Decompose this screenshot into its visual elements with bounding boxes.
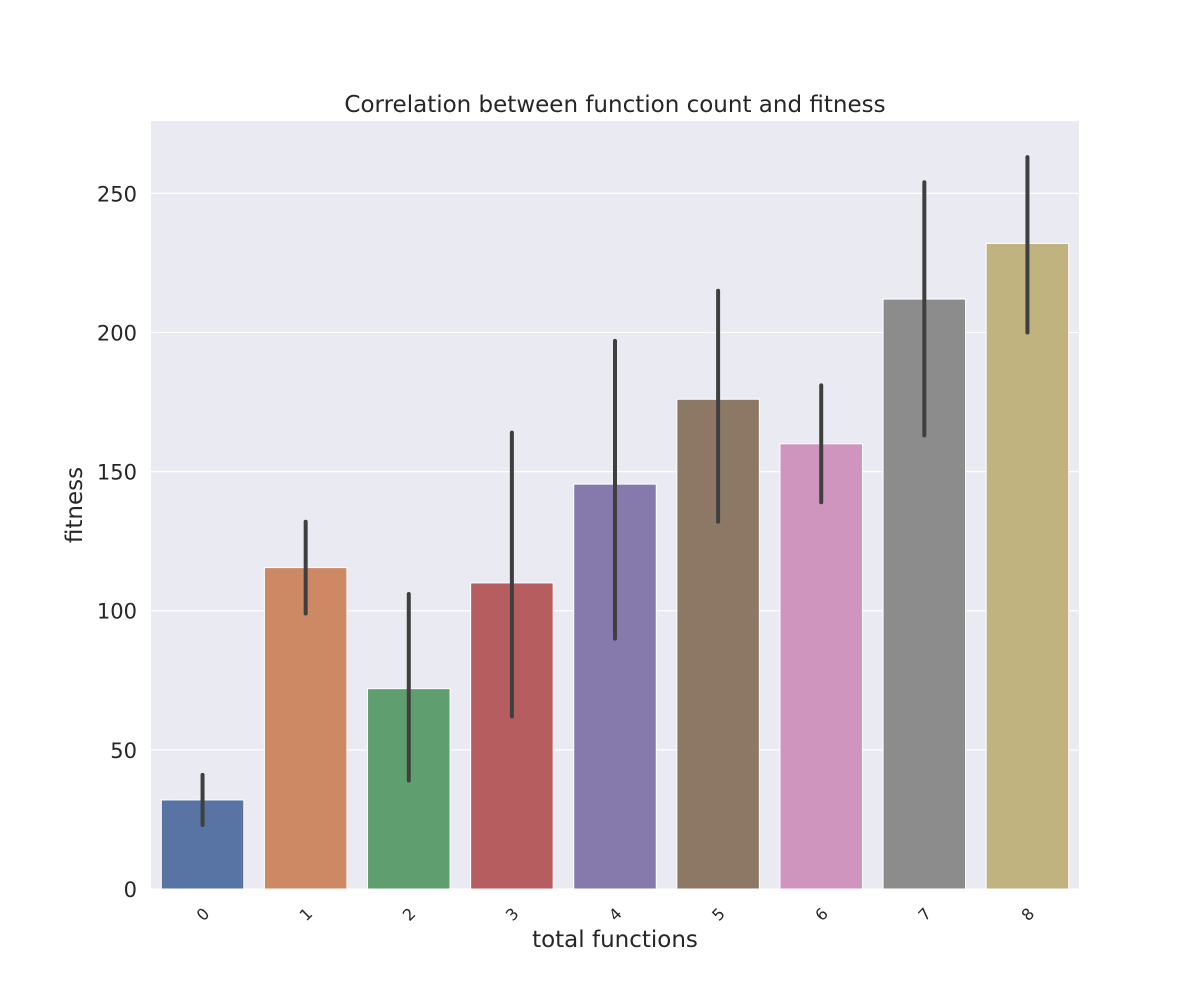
bar-6 (779, 443, 863, 890)
x-tick-labels: 0 1 2 3 4 5 6 7 8 (193, 904, 1039, 925)
y-tick-label: 50 (110, 739, 137, 763)
y-tick-labels: 0 50 100 150 200 250 (97, 182, 137, 902)
x-tick-label: 7 (914, 904, 935, 925)
x-axis-label: total functions (532, 927, 698, 953)
x-tick-label: 8 (1017, 904, 1038, 925)
y-tick-label: 100 (97, 600, 137, 624)
bar-8 (985, 242, 1070, 890)
chart-title: Correlation between function count and f… (344, 92, 885, 118)
y-tick-label: 150 (97, 461, 137, 485)
y-tick-label: 200 (97, 321, 137, 345)
x-tick-label: 6 (811, 904, 832, 925)
y-tick-label: 0 (124, 878, 137, 902)
error-bars (200, 155, 1030, 827)
x-tick-label: 5 (708, 904, 729, 925)
bar-1 (263, 567, 348, 890)
bars (160, 242, 1070, 890)
x-tick-label: 4 (605, 904, 626, 925)
y-tick-label: 250 (97, 182, 137, 206)
x-tick-label: 1 (296, 904, 317, 925)
x-tick-label: 0 (193, 904, 214, 925)
x-tick-label: 2 (399, 904, 420, 925)
x-tick-label: 3 (502, 904, 523, 925)
y-axis-label: fitness (62, 467, 88, 543)
